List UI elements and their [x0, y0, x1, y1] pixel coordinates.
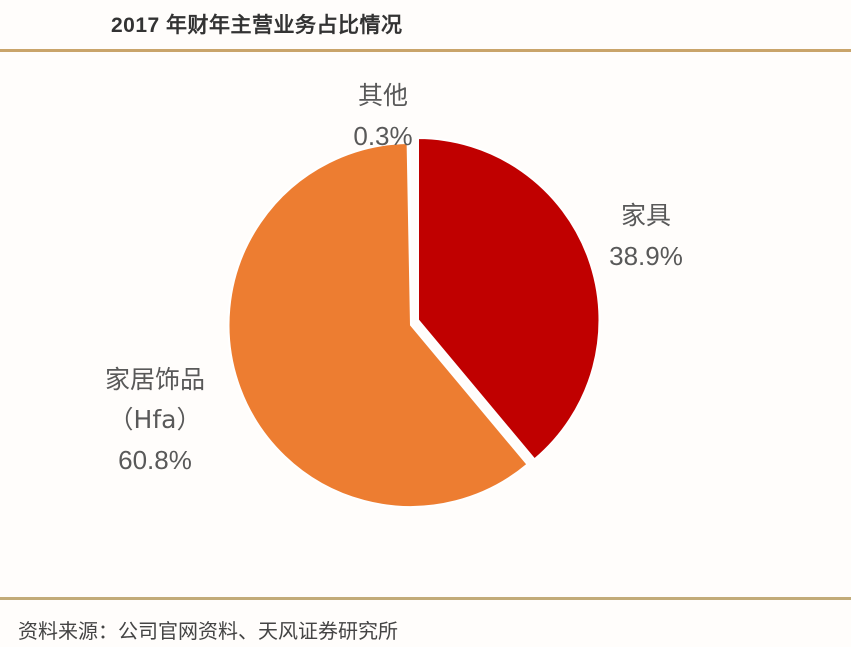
slice-other — [407, 142, 411, 325]
label-other: 其他 0.3% — [338, 76, 428, 156]
chart-title: 2017 年财年主营业务占比情况 — [111, 14, 403, 37]
label-other-name: 其他 — [357, 81, 408, 110]
label-other-pct: 0.3% — [353, 121, 413, 151]
label-home-decor: 家居饰品 （Hfa） 60.8% — [75, 360, 235, 480]
top-divider — [0, 49, 851, 52]
slice-furniture — [417, 136, 601, 461]
label-furniture: 家具 38.9% — [596, 196, 696, 276]
label-home-decor-sub: （Hfa） — [108, 405, 202, 434]
label-home-decor-pct: 60.8% — [118, 445, 192, 475]
source-note: 资料来源：公司官网资料、天风证券研究所 — [18, 619, 398, 643]
bottom-divider — [0, 597, 851, 600]
slice-home-decor — [227, 141, 529, 508]
label-home-decor-name: 家居饰品 — [104, 365, 205, 394]
label-furniture-name: 家具 — [620, 201, 671, 230]
label-furniture-pct: 38.9% — [609, 241, 683, 271]
